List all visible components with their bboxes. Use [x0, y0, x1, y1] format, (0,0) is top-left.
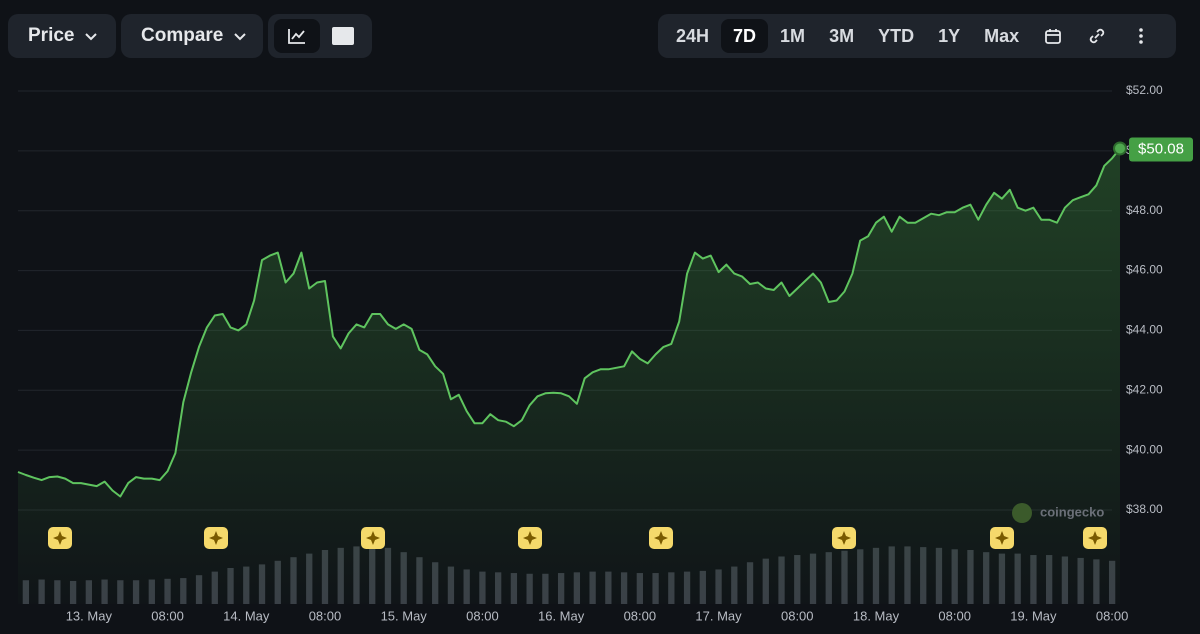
event-marker[interactable]: [832, 527, 856, 549]
icon: [1045, 29, 1062, 44]
x-tick-label: 17. May: [695, 608, 742, 623]
y-tick-label: $52.00: [1126, 83, 1163, 97]
icon: [1089, 28, 1105, 44]
event-markers: [48, 527, 1107, 549]
compare-menu[interactable]: Compare: [121, 14, 263, 58]
x-tick-label: 19. May: [1010, 608, 1057, 623]
x-tick-label: 08:00: [466, 608, 499, 623]
price-label: Price: [28, 25, 75, 46]
range-button[interactable]: 1Y: [938, 25, 961, 46]
range-button[interactable]: 1M: [780, 25, 806, 46]
x-tick-label: 16. May: [538, 608, 585, 623]
range-button[interactable]: YTD: [878, 25, 915, 46]
last-point: [1113, 141, 1127, 156]
event-marker[interactable]: [518, 527, 542, 549]
event-marker[interactable]: [990, 527, 1014, 549]
x-tick-label: 08:00: [151, 608, 184, 623]
x-tick-label: 08:00: [1096, 608, 1129, 623]
range-button[interactable]: 24H: [676, 25, 710, 46]
event-marker[interactable]: [649, 527, 673, 549]
x-tick-label: 08:00: [938, 608, 971, 623]
chevron: [234, 33, 247, 41]
link-button[interactable]: [1075, 26, 1119, 46]
chevron: [85, 33, 98, 41]
x-tick-label: 13. May: [66, 608, 113, 623]
x-tick-label: 08:00: [309, 608, 342, 623]
watermark-text: coingecko: [1040, 504, 1104, 519]
range-button[interactable]: 3M: [829, 25, 855, 46]
line-icon: [288, 29, 305, 44]
event-marker[interactable]: [48, 527, 72, 549]
range-button[interactable]: 7D: [721, 19, 769, 53]
x-tick-label: 14. May: [223, 608, 270, 623]
line-chart-button[interactable]: [274, 19, 320, 53]
range-button[interactable]: Max: [984, 25, 1020, 46]
price-line: [17, 147, 1121, 498]
chart-type-toggle: [268, 14, 372, 58]
watermark: coingecko: [1012, 503, 1104, 523]
range-toolbar: 24H 7D 1M 3M YTD 1Y Max: [658, 14, 1176, 58]
y-tick-label: $40.00: [1126, 442, 1163, 456]
price-tag: [1129, 137, 1193, 162]
price-tag-label: $50.08: [1138, 140, 1184, 157]
watermark-logo: [1012, 503, 1032, 523]
price-area: [18, 148, 1120, 604]
y-tick-label: $38.00: [1126, 502, 1163, 516]
x-tick-label: 15. May: [381, 608, 428, 623]
x-tick-label: 08:00: [624, 608, 657, 623]
tradingview-button[interactable]: [332, 27, 354, 45]
calendar-button[interactable]: [1031, 26, 1075, 46]
y-tick-label: $42.00: [1126, 382, 1163, 396]
compare-label: Compare: [141, 25, 224, 46]
y-tick-label: $44.00: [1126, 323, 1163, 337]
event-marker[interactable]: [361, 527, 385, 549]
y-tick-label: $46.00: [1126, 263, 1163, 277]
x-tick-label: 18. May: [853, 608, 900, 623]
x-tick-label: 08:00: [781, 608, 814, 623]
event-marker[interactable]: [1083, 527, 1107, 549]
price-menu[interactable]: Price: [8, 14, 116, 58]
more-button[interactable]: [1119, 26, 1163, 46]
event-marker[interactable]: [204, 527, 228, 549]
y-tick-label: $48.00: [1126, 203, 1163, 217]
icon: [1139, 28, 1143, 44]
